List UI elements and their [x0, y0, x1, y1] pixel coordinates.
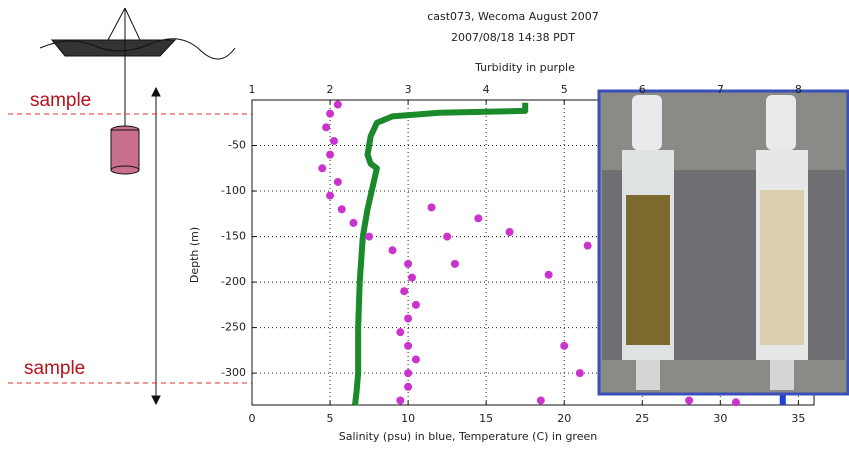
x2-tick-label: 4 — [483, 83, 490, 96]
scatter-point — [404, 369, 413, 378]
scatter-point — [329, 136, 338, 145]
profile-line — [352, 102, 529, 406]
x2-tick-label: 5 — [561, 83, 568, 96]
scatter-point — [408, 273, 417, 282]
x2-tick-label: 8 — [795, 83, 802, 96]
scatter-point — [326, 191, 335, 200]
x-tick-label: 15 — [479, 412, 493, 425]
x2-tick-label: 1 — [249, 83, 256, 96]
x2-tick-label: 7 — [717, 83, 724, 96]
x2-tick-label: 6 — [639, 83, 646, 96]
x-tick-label: 0 — [249, 412, 256, 425]
y-tick-label: -100 — [221, 184, 246, 197]
scatter-point — [365, 232, 374, 241]
scatter-point — [404, 341, 413, 350]
y-axis-label: Depth (m) — [188, 227, 201, 283]
scatter-point — [326, 150, 335, 159]
x-axis-label: Salinity (psu) in blue, Temperature (C) … — [339, 430, 598, 443]
scatter-point — [349, 218, 358, 227]
x-tick-label: 5 — [327, 412, 334, 425]
scatter-point — [318, 164, 327, 173]
scatter-point — [400, 287, 409, 296]
scatter-point — [583, 241, 592, 250]
y-tick-label: -150 — [221, 230, 246, 243]
chart-subtitle: 2007/08/18 14:38 PDT — [451, 31, 575, 44]
y-tick-label: -200 — [221, 275, 246, 288]
y-tick-label: -300 — [221, 366, 246, 379]
scatter-point — [505, 228, 514, 237]
photo — [597, 89, 849, 396]
scatter-point — [685, 396, 694, 405]
x2-axis-label: Turbidity in purple — [474, 61, 575, 74]
top-axis: 1 2 3 4 5 6 7 8 — [249, 83, 802, 96]
x-tick-label: 30 — [713, 412, 727, 425]
x2-tick-label: 2 — [327, 83, 334, 96]
x-tick-label: 35 — [791, 412, 805, 425]
depth-arrow — [151, 86, 161, 406]
scatter-point — [427, 203, 436, 212]
ship-diagram — [39, 7, 236, 175]
scatter-point — [388, 246, 397, 255]
scatter-point — [411, 300, 420, 309]
scatter-point — [731, 398, 740, 407]
scatter-point — [333, 177, 342, 186]
scatter-point — [575, 369, 584, 378]
x-tick-label: 25 — [635, 412, 649, 425]
scatter-point — [560, 341, 569, 350]
y-tick-label: -250 — [221, 321, 246, 334]
scatter-point — [536, 396, 545, 405]
scatter-point — [404, 259, 413, 268]
scatter-point — [450, 259, 459, 268]
scatter-point — [404, 314, 413, 323]
x2-tick-label: 3 — [405, 83, 412, 96]
x-tick-label: 10 — [401, 412, 415, 425]
scatter-point — [443, 232, 452, 241]
annotation: sample — [24, 358, 85, 379]
scatter-point — [396, 396, 405, 405]
chart-title: cast073, Wecoma August 2007 — [427, 10, 599, 23]
scatter-point — [396, 328, 405, 337]
scatter-point — [404, 382, 413, 391]
scatter-point — [544, 270, 553, 279]
scatter-point — [333, 100, 342, 109]
scatter-point — [337, 205, 346, 214]
scatter-point — [474, 214, 483, 223]
annotation: sample — [30, 90, 91, 111]
scatter-point — [322, 123, 331, 132]
y-tick-label: -50 — [228, 139, 246, 152]
scatter-point — [326, 109, 335, 118]
x-tick-label: 20 — [557, 412, 571, 425]
scatter-point — [411, 355, 420, 364]
